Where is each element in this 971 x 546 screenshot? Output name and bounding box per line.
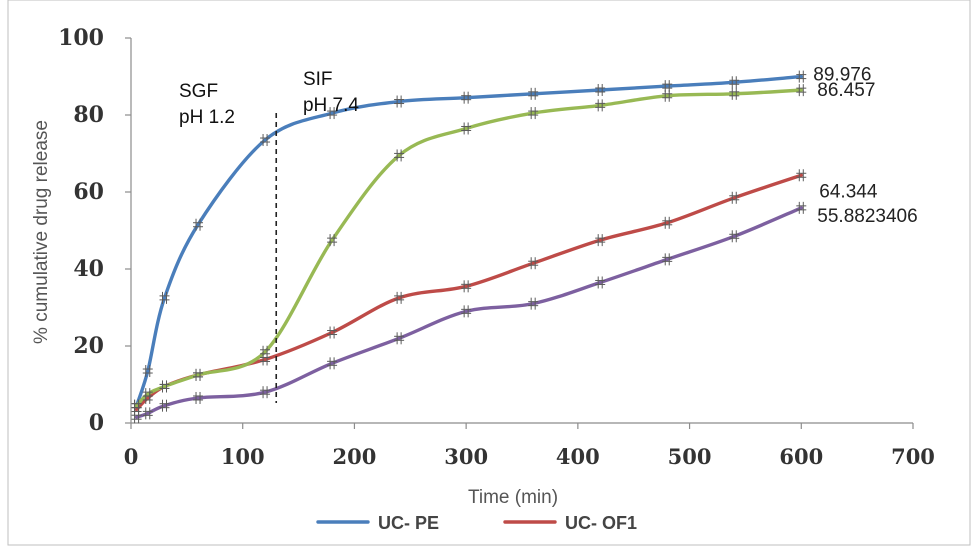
y-axis-title: % cumulative drug release bbox=[31, 120, 52, 344]
x-tick-label: 400 bbox=[556, 444, 600, 469]
phase-annotation: SGF bbox=[179, 81, 218, 102]
data-point bbox=[142, 407, 153, 420]
x-tick-label: 500 bbox=[668, 444, 712, 469]
data-point bbox=[131, 411, 142, 424]
x-tick-label: 600 bbox=[779, 444, 823, 469]
data-point bbox=[131, 399, 142, 412]
x-tick-label: 100 bbox=[221, 444, 265, 469]
end-value-label: 64.344 bbox=[819, 181, 878, 202]
data-point bbox=[796, 201, 807, 214]
data-point bbox=[662, 253, 673, 266]
data-point bbox=[595, 276, 606, 289]
axes bbox=[125, 37, 914, 429]
data-point bbox=[193, 218, 204, 231]
data-point bbox=[528, 297, 539, 310]
y-tick-label: 80 bbox=[73, 102, 104, 128]
y-tick-label: 100 bbox=[58, 25, 104, 51]
data-point bbox=[796, 70, 807, 83]
data-point bbox=[729, 191, 740, 204]
x-tick-label: 0 bbox=[124, 444, 139, 469]
data-point bbox=[796, 169, 807, 182]
data-point bbox=[662, 89, 673, 102]
y-tick-label: 60 bbox=[73, 179, 104, 205]
data-point bbox=[729, 230, 740, 243]
data-point bbox=[528, 87, 539, 100]
data-point bbox=[327, 234, 338, 247]
data-point bbox=[729, 76, 740, 89]
data-point bbox=[193, 391, 204, 404]
data-point bbox=[142, 365, 153, 378]
data-point bbox=[662, 216, 673, 229]
data-point bbox=[528, 257, 539, 270]
end-value-label: 89.976 bbox=[813, 65, 871, 86]
end-value-label: 55.8823406 bbox=[817, 206, 917, 227]
phase-annotation: SIF bbox=[303, 69, 333, 90]
series-line-0 bbox=[134, 74, 803, 408]
data-point bbox=[461, 280, 472, 293]
data-point bbox=[796, 84, 807, 97]
data-point bbox=[327, 107, 338, 120]
data-point bbox=[142, 388, 153, 401]
x-axis-title: Time (min) bbox=[468, 487, 558, 508]
data-point bbox=[260, 386, 271, 399]
phase-annotation: pH 1.2 bbox=[179, 107, 235, 128]
data-point bbox=[159, 380, 170, 393]
data-point bbox=[327, 326, 338, 339]
x-tick-label: 200 bbox=[333, 444, 377, 469]
series-lines bbox=[134, 74, 803, 419]
data-point bbox=[461, 91, 472, 104]
data-point bbox=[528, 107, 539, 120]
data-point bbox=[461, 305, 472, 318]
data-point bbox=[159, 399, 170, 412]
data-point bbox=[260, 134, 271, 147]
series-line-3 bbox=[134, 206, 803, 419]
data-point bbox=[595, 234, 606, 247]
data-point bbox=[729, 87, 740, 100]
chart-border bbox=[7, 0, 971, 546]
data-point bbox=[193, 368, 204, 381]
x-tick-label: 300 bbox=[444, 444, 488, 469]
y-tick-label: 0 bbox=[89, 410, 104, 436]
x-tick-label: 700 bbox=[891, 444, 935, 469]
end-labels: 89.976 64.344 86.457 55.8823406 bbox=[813, 65, 917, 227]
phase-annotation: pH 7.4 bbox=[303, 95, 359, 116]
data-point bbox=[394, 149, 405, 162]
data-point bbox=[260, 345, 271, 358]
legend-label: UC- PE bbox=[378, 513, 439, 533]
data-point bbox=[159, 291, 170, 304]
series-markers bbox=[131, 70, 807, 424]
data-point bbox=[394, 332, 405, 345]
data-point bbox=[461, 122, 472, 135]
data-point bbox=[394, 95, 405, 108]
data-point bbox=[595, 99, 606, 112]
series-line-1 bbox=[134, 173, 803, 412]
data-point bbox=[327, 357, 338, 370]
legend: UC- PE UC- OF1 bbox=[316, 513, 637, 533]
data-point bbox=[595, 83, 606, 96]
tick-labels: 0 20 40 60 80 100 0 100 200 300 400 500 600 700 bbox=[58, 25, 935, 469]
data-point bbox=[394, 291, 405, 304]
y-tick-label: 40 bbox=[73, 256, 104, 282]
y-tick-label: 20 bbox=[73, 333, 104, 359]
end-value-label: 86.457 bbox=[817, 80, 875, 101]
legend-label: UC- OF1 bbox=[565, 513, 637, 533]
annotations: SGF pH 1.2 SIF pH 7.4 bbox=[179, 69, 359, 403]
